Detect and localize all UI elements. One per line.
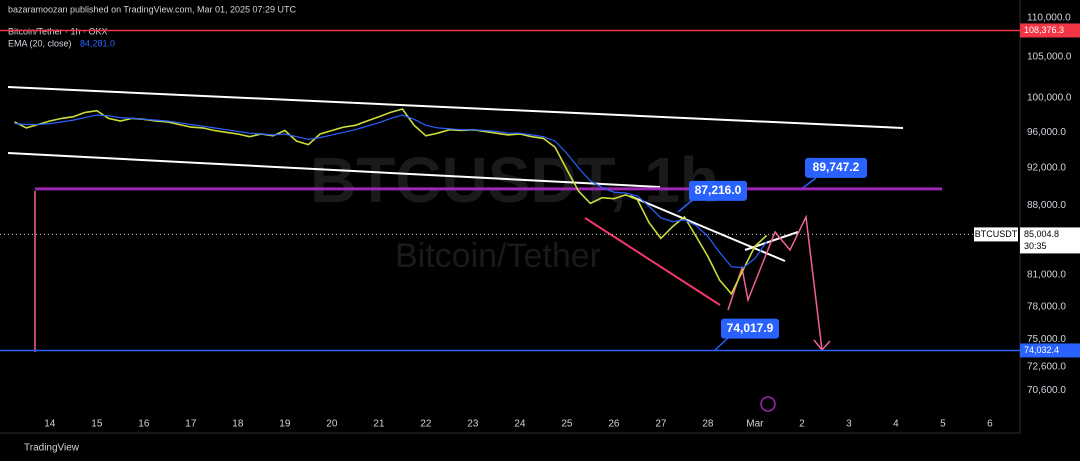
brand: TradingView bbox=[24, 443, 80, 454]
x-tick-label: 23 bbox=[467, 419, 479, 430]
wedge-line bbox=[629, 195, 786, 262]
x-tick-label: 20 bbox=[326, 419, 338, 430]
x-tick-label: 24 bbox=[514, 419, 526, 430]
x-tick-label: 4 bbox=[893, 419, 899, 430]
x-tick-label: 25 bbox=[561, 419, 573, 430]
y-tick-label: 92,000.0 bbox=[1027, 163, 1066, 174]
x-tick-label: 27 bbox=[655, 419, 667, 430]
annotation-label: 74,017.9 bbox=[727, 321, 774, 335]
y-tick-label: 75,000.0 bbox=[1027, 334, 1066, 345]
x-tick-label: 21 bbox=[373, 419, 385, 430]
x-tick-label: 3 bbox=[846, 419, 852, 430]
price-badge bbox=[1020, 23, 1080, 38]
x-tick-label: 14 bbox=[44, 419, 56, 430]
y-tick-label: 88,000.0 bbox=[1027, 200, 1066, 211]
y-tick-label: 96,000.0 bbox=[1027, 127, 1066, 138]
annotation-box bbox=[689, 180, 747, 201]
drawings bbox=[7, 86, 904, 412]
indicator-name: EMA (20, close) bbox=[8, 38, 72, 48]
countdown: 30:35 bbox=[1024, 241, 1047, 251]
annotation-label: 89,747.2 bbox=[813, 160, 860, 174]
x-tick-label: 17 bbox=[185, 419, 197, 430]
x-tick-label: 22 bbox=[420, 419, 432, 430]
annotation-box bbox=[805, 157, 867, 178]
annotation-box bbox=[721, 318, 779, 339]
pointer bbox=[713, 337, 729, 352]
x-tick-label: 28 bbox=[702, 419, 714, 430]
x-tick-label: 26 bbox=[608, 419, 620, 430]
trend-line bbox=[7, 86, 904, 129]
series-line bbox=[14, 114, 768, 269]
x-tick-label: 19 bbox=[279, 419, 291, 430]
symbol-badge bbox=[974, 227, 1018, 242]
price-badge-label: 74,032.4 bbox=[1024, 345, 1059, 355]
x-tick-label: Mar bbox=[746, 419, 764, 430]
symbol-label: BTCUSDT bbox=[975, 229, 1018, 239]
wedge-line bbox=[584, 217, 721, 306]
y-tick-label: 110,000.0 bbox=[1027, 13, 1071, 24]
price-badge-label: 108,376.3 bbox=[1024, 25, 1064, 35]
trend-line bbox=[7, 152, 661, 188]
x-tick-label: 16 bbox=[138, 419, 150, 430]
x-tick-label: 2 bbox=[799, 419, 805, 430]
current-badge bbox=[1020, 227, 1080, 254]
current-label: 85,004.8 bbox=[1024, 229, 1059, 239]
x-tick-label: 6 bbox=[987, 419, 993, 430]
publisher: bazaramoozan published on TradingView.co… bbox=[8, 4, 297, 14]
y-tick-label: 100,000.0 bbox=[1027, 93, 1072, 104]
annotation-label: 87,216.0 bbox=[695, 183, 742, 197]
event-icon[interactable] bbox=[760, 396, 776, 412]
y-tick-label: 105,000.0 bbox=[1027, 52, 1072, 63]
y-tick-label: 72,600.0 bbox=[1027, 361, 1066, 372]
price-badge bbox=[1020, 343, 1080, 358]
x-tick-label: 18 bbox=[232, 419, 244, 430]
y-tick-label: 78,000.0 bbox=[1027, 301, 1066, 312]
chart-title: Bitcoin/Tether · 1h · OKX bbox=[8, 26, 108, 36]
y-tick-label: 70,600.0 bbox=[1027, 385, 1066, 396]
x-tick-label: 15 bbox=[91, 419, 103, 430]
indicator-value: 84,281.0 bbox=[80, 38, 115, 48]
watermark-subtitle: Bitcoin/Tether bbox=[395, 237, 601, 275]
x-tick-label: 5 bbox=[940, 419, 946, 430]
y-tick-label: 81,000.0 bbox=[1027, 270, 1066, 281]
